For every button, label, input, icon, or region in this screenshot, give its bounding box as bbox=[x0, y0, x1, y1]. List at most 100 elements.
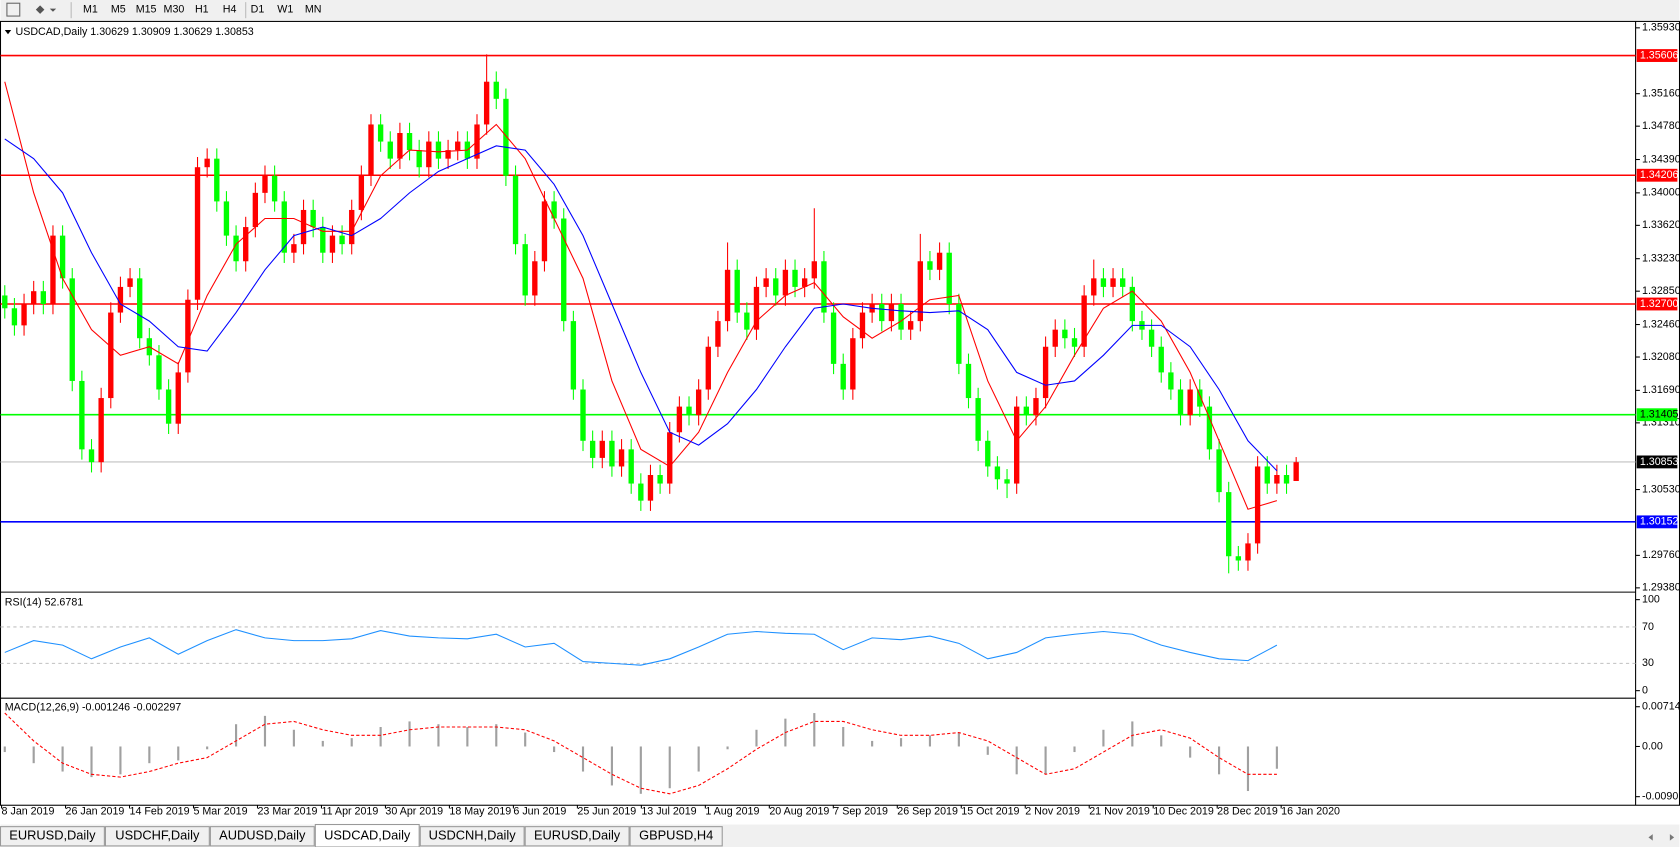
y-tick-label: 1.29380 bbox=[1642, 582, 1680, 594]
candle-body bbox=[994, 466, 1001, 480]
candle-body bbox=[137, 278, 143, 339]
candle-body bbox=[1158, 346, 1164, 373]
timeframe-button[interactable]: M1 bbox=[83, 3, 98, 15]
y-tick-label: 1.30530 bbox=[1642, 483, 1680, 495]
tab-label[interactable]: AUDUSD,Daily bbox=[219, 828, 306, 843]
x-tick-label: 25 Jun 2019 bbox=[577, 805, 636, 817]
x-tick-label: 28 Dec 2019 bbox=[1217, 805, 1278, 817]
candle-body bbox=[1042, 346, 1049, 399]
timeframe-button[interactable]: W1 bbox=[277, 3, 293, 15]
timeframe-button[interactable]: H1 bbox=[195, 3, 209, 15]
candle-body bbox=[532, 261, 538, 296]
candle-body bbox=[1226, 492, 1232, 557]
candle-body bbox=[358, 175, 365, 210]
candle-body bbox=[898, 304, 904, 330]
candle-body bbox=[618, 449, 625, 467]
candle-body bbox=[599, 440, 605, 458]
candle-body bbox=[888, 304, 895, 322]
candle-body bbox=[320, 227, 326, 253]
candle-body bbox=[975, 398, 981, 441]
candle-body bbox=[830, 312, 837, 364]
timeframe-button[interactable]: D1 bbox=[251, 3, 265, 15]
y-tick-label: -0.009015 bbox=[1642, 791, 1680, 803]
candle-body bbox=[1293, 462, 1299, 481]
candle-body bbox=[175, 372, 181, 424]
candle-body bbox=[406, 133, 413, 151]
candle-body bbox=[262, 175, 268, 193]
candle-body bbox=[927, 261, 933, 270]
tab[interactable] bbox=[419, 826, 525, 847]
timeframe-button[interactable]: H4 bbox=[223, 3, 237, 15]
tool-icon[interactable] bbox=[35, 5, 57, 14]
tab[interactable] bbox=[629, 826, 723, 847]
y-tick-label: 1.31690 bbox=[1642, 384, 1680, 396]
candle-body bbox=[1033, 398, 1039, 416]
timeframe-button[interactable]: MN bbox=[305, 3, 322, 15]
x-tick-label: 21 Nov 2019 bbox=[1089, 805, 1150, 817]
candle-body bbox=[801, 278, 808, 287]
candle-body bbox=[1062, 329, 1068, 339]
tab[interactable] bbox=[524, 826, 630, 847]
candle-body bbox=[657, 475, 663, 484]
level-label: 1.32700 bbox=[1640, 298, 1679, 310]
tool-icon[interactable] bbox=[6, 2, 21, 17]
candle-body bbox=[1177, 389, 1184, 416]
level-label-bg bbox=[1636, 168, 1678, 182]
tab-label[interactable]: USDCAD,Daily bbox=[324, 828, 411, 843]
candle-body bbox=[570, 321, 577, 390]
candle-body bbox=[243, 227, 249, 262]
timeframe-button[interactable]: M30 bbox=[164, 3, 185, 15]
x-tick-label: 13 Jul 2019 bbox=[641, 805, 696, 817]
tab-label[interactable]: USDCNH,Daily bbox=[429, 828, 517, 843]
tab[interactable] bbox=[104, 826, 210, 847]
tab[interactable] bbox=[314, 823, 420, 847]
candle-body bbox=[503, 98, 509, 176]
candle-body bbox=[291, 244, 297, 253]
candle-body bbox=[98, 398, 104, 463]
candle-body bbox=[686, 406, 692, 416]
level-label-bg bbox=[1636, 49, 1678, 62]
tab-label[interactable]: USDCHF,Daily bbox=[115, 828, 200, 843]
candle-body bbox=[50, 235, 56, 305]
candle-body bbox=[368, 124, 374, 176]
candle-body bbox=[156, 355, 162, 390]
candle-body bbox=[455, 141, 461, 151]
y-tick-label: 1.34000 bbox=[1642, 187, 1680, 199]
candle-body bbox=[397, 133, 403, 159]
x-tick-label: 1 Aug 2019 bbox=[705, 805, 759, 817]
tab[interactable] bbox=[0, 826, 105, 847]
candle-body bbox=[1129, 286, 1136, 322]
timeframe-button[interactable]: M5 bbox=[111, 3, 126, 15]
candle-body bbox=[1197, 389, 1203, 407]
candle-body bbox=[667, 432, 673, 484]
x-tick-label: 20 Aug 2019 bbox=[769, 805, 829, 817]
candle-body bbox=[859, 312, 866, 339]
title-marker bbox=[4, 29, 12, 35]
candle-body bbox=[936, 252, 943, 270]
candle-body bbox=[59, 235, 66, 279]
timeframe-button[interactable]: M15 bbox=[136, 3, 157, 15]
tab-label[interactable]: EURUSD,Daily bbox=[534, 828, 621, 843]
candle-body bbox=[2, 295, 8, 309]
candle-body bbox=[1264, 466, 1270, 484]
tab-label[interactable]: GBPUSD,H4 bbox=[639, 828, 713, 843]
x-tick-label: 5 Mar 2019 bbox=[194, 805, 248, 817]
candle-body bbox=[1187, 389, 1193, 416]
y-tick-label: 1.29760 bbox=[1642, 549, 1680, 561]
candle-body bbox=[965, 363, 972, 399]
tab-label[interactable]: EURUSD,Daily bbox=[9, 828, 96, 843]
candle-body bbox=[1148, 329, 1155, 347]
rsi-line bbox=[4, 629, 1278, 666]
candle-body bbox=[117, 286, 124, 313]
candle-body bbox=[416, 150, 422, 168]
candle-body bbox=[850, 338, 856, 390]
y-tick-label: 0.00714 bbox=[1642, 701, 1680, 713]
x-tick-label: 15 Oct 2019 bbox=[961, 805, 1019, 817]
candle-body bbox=[310, 209, 316, 228]
chart-window bbox=[0, 20, 1680, 806]
tab[interactable] bbox=[209, 826, 315, 847]
candle-body bbox=[1283, 475, 1290, 484]
candle-body bbox=[233, 235, 239, 262]
